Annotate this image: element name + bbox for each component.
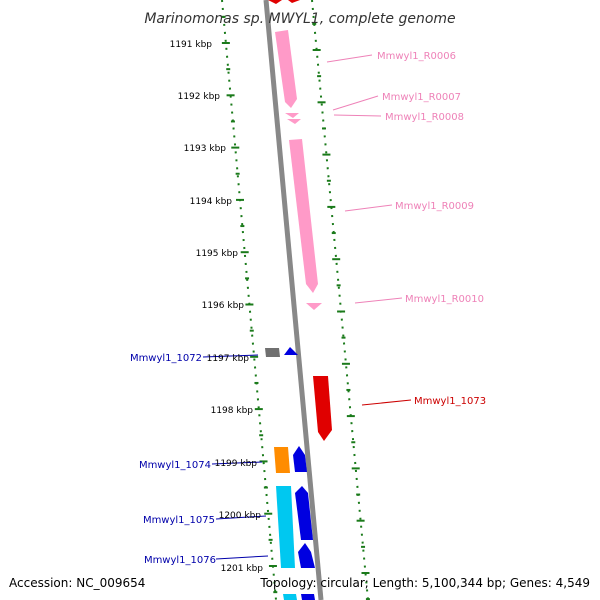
leader-r0009 [344,204,393,212]
gene-feature-red-top[interactable] [268,0,282,4]
gene-feature-1072-gray[interactable] [265,348,280,357]
rrna-feature-r0006[interactable] [275,30,297,108]
gene-feature-bottom-blue[interactable] [301,594,315,600]
tick-label: 1201 kbp [221,564,264,574]
gene-label-r0008[interactable]: Mmwyl1_R0008 [385,112,464,123]
gene-label-r0007[interactable]: Mmwyl1_R0007 [382,92,461,103]
tick-label: 1198 kbp [211,406,254,416]
rrna-feature-r0010[interactable] [306,303,322,310]
gene-feature-1075-cyan[interactable] [276,486,295,568]
gene-label-r0010[interactable]: Mmwyl1_R0010 [405,294,484,305]
gene-label-1074[interactable]: Mmwyl1_1074 [139,460,211,471]
genome-summary-text: Topology: circular; Length: 5,100,344 bp… [259,576,590,590]
left-gene-labels: Mmwyl1_1072 Mmwyl1_1074 Mmwyl1_1075 Mmwy… [130,353,216,566]
gene-feature-1074-blue[interactable] [293,446,307,472]
outer-features [268,0,332,441]
tick-labels: 1191 kbp 1192 kbp 1193 kbp 1194 kbp 1195… [170,40,264,574]
accession-text: Accession: NC_009654 [9,576,145,590]
gene-label-r0009[interactable]: Mmwyl1_R0009 [395,201,474,212]
tick-marks [221,15,370,600]
gene-feature-1074-orange[interactable] [274,447,290,473]
gene-label-1076[interactable]: Mmwyl1_1076 [144,555,216,566]
leader-r0010 [354,297,403,304]
gene-feature-1073[interactable] [313,376,332,441]
rrna-feature-r0009[interactable] [289,139,318,293]
leader-1076 [215,555,269,560]
gene-label-1072[interactable]: Mmwyl1_1072 [130,353,202,364]
tick-label: 1200 kbp [219,511,262,521]
right-gene-labels: Mmwyl1_R0006 Mmwyl1_R0007 Mmwyl1_R0008 M… [377,51,486,407]
leader-r0008 [333,114,382,117]
inner-features [265,347,315,600]
leader-r0006 [326,54,373,63]
leader-r0007 [332,95,379,111]
tick-label: 1193 kbp [184,144,227,154]
tick-label: 1199 kbp [215,459,258,469]
tick-label: 1195 kbp [196,249,239,259]
rrna-feature-r0007[interactable] [285,113,299,118]
tick-label: 1196 kbp [202,301,245,311]
leader-lines [202,54,412,560]
tick-label: 1192 kbp [178,92,221,102]
leader-1075 [215,515,267,520]
gene-feature-bottom-cyan[interactable] [283,594,297,600]
gene-feature-red-top-2[interactable] [288,0,300,3]
genome-backbone [263,0,324,600]
tick-label: 1197 kbp [207,354,250,364]
tick-label: 1191 kbp [170,40,213,50]
gene-feature-1072-blue[interactable] [284,347,298,355]
gene-label-1075[interactable]: Mmwyl1_1075 [143,515,215,526]
gene-label-1073[interactable]: Mmwyl1_1073 [414,396,486,407]
gene-feature-1076-blue[interactable] [298,543,315,568]
leader-1074 [211,461,263,465]
map-title: Marinomonas sp. MWYL1, complete genome [144,11,455,27]
gene-label-r0006[interactable]: Mmwyl1_R0006 [377,51,456,62]
leader-1072 [202,354,259,358]
leader-1073 [361,399,412,406]
gene-feature-1075-blue[interactable] [295,486,313,540]
tick-label: 1194 kbp [190,197,233,207]
rrna-feature-r0008[interactable] [287,119,301,124]
